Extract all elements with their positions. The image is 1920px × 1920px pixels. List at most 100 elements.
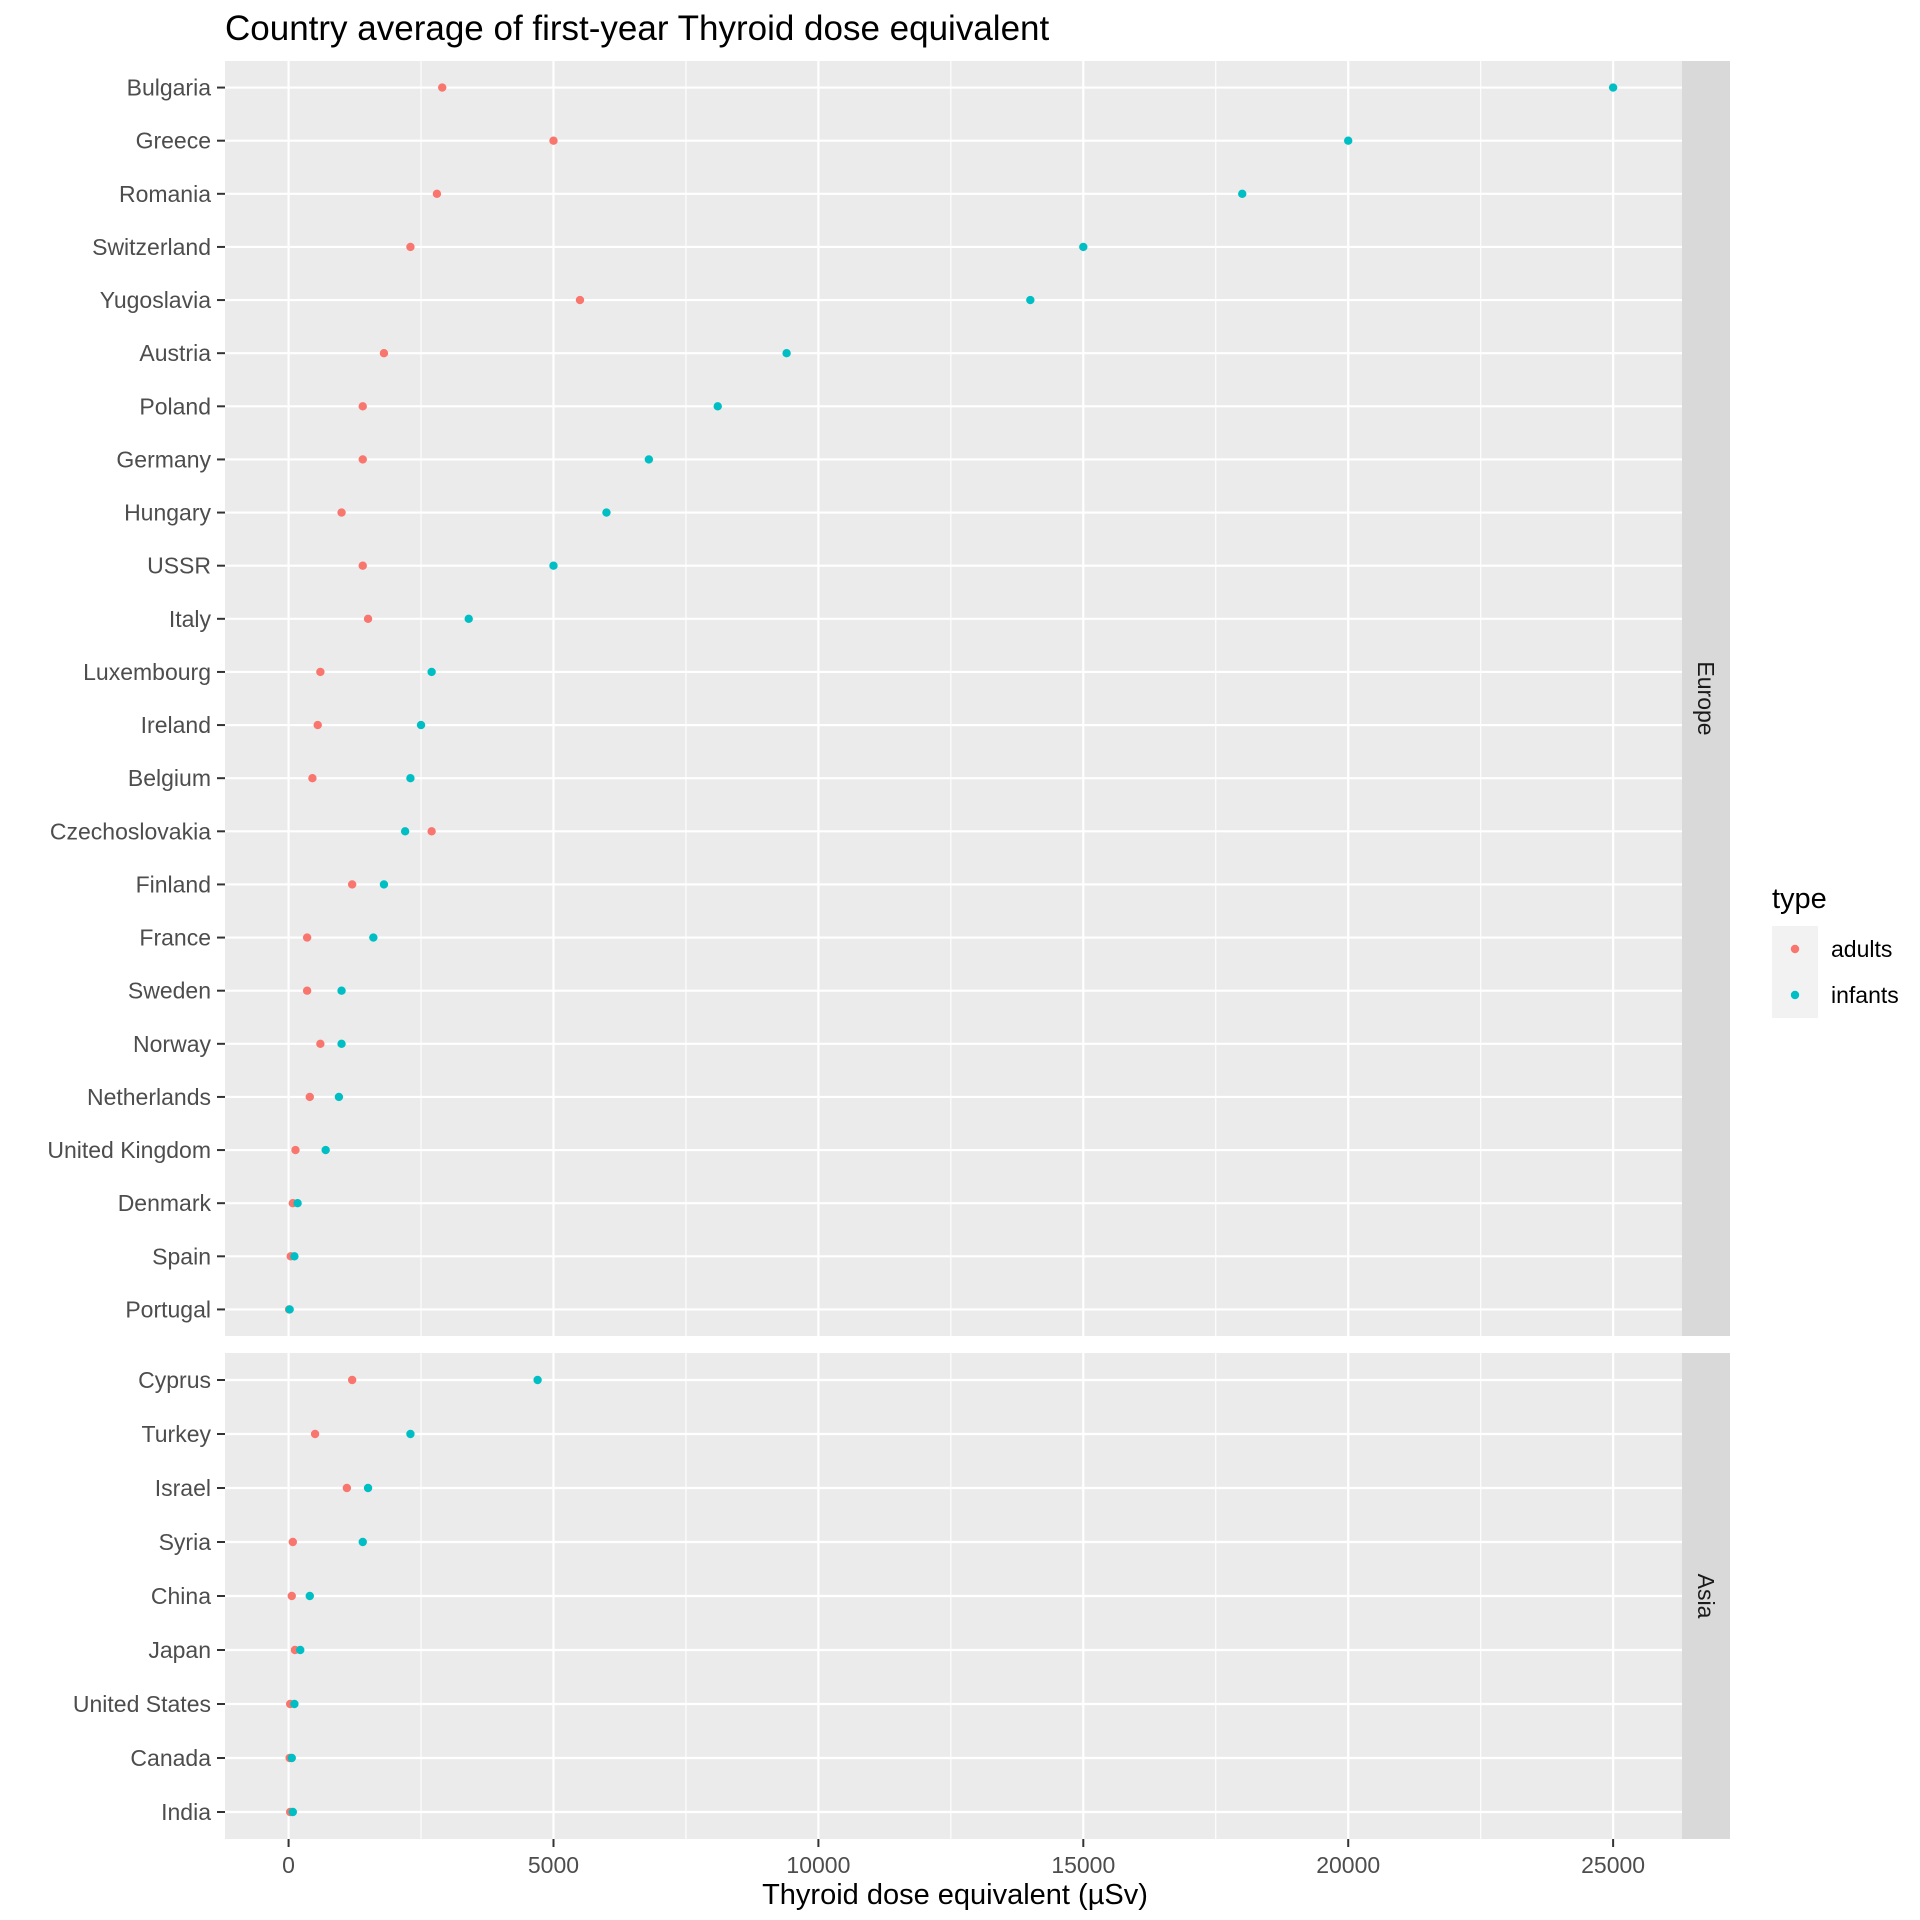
- point-infants: [406, 773, 415, 783]
- y-tick-label: Czechoslovakia: [50, 818, 211, 844]
- y-tick-label: India: [161, 1799, 211, 1825]
- chart-title: Country average of first-year Thyroid do…: [225, 9, 1050, 48]
- point-adults: [358, 402, 367, 411]
- y-tick-label: Poland: [139, 393, 211, 419]
- y-tick-label: Belgium: [128, 765, 211, 791]
- y-tick-label: USSR: [147, 553, 211, 579]
- point-infants: [549, 561, 558, 570]
- point-infants: [1608, 83, 1618, 92]
- point-adults: [432, 189, 442, 199]
- y-tick-label: Cyprus: [138, 1367, 211, 1393]
- point-infants: [379, 880, 389, 889]
- x-axis-title: Thyroid dose equivalent (µSv): [762, 1879, 1148, 1911]
- point-infants: [337, 986, 346, 995]
- point-infants: [305, 1591, 314, 1601]
- panel-background: [225, 61, 1682, 1336]
- point-infants: [1079, 242, 1088, 252]
- point-adults: [438, 83, 447, 92]
- legend-label: adults: [1831, 936, 1892, 962]
- y-tick-label: Luxembourg: [83, 659, 211, 685]
- point-adults: [337, 508, 346, 517]
- legend-label: infants: [1831, 982, 1899, 1008]
- point-infants: [288, 1807, 298, 1817]
- strip-label: Europe: [1693, 661, 1719, 735]
- strip-background: [1682, 61, 1730, 1336]
- point-adults: [313, 720, 322, 730]
- point-infants: [1238, 189, 1247, 199]
- x-tick-label: 10000: [786, 1852, 850, 1878]
- y-tick-label: Romania: [119, 181, 211, 207]
- point-adults: [302, 933, 312, 942]
- panel-asia: Cyprus Turkey Israel Syria China Japan United …: [73, 1353, 1730, 1839]
- point-adults: [406, 242, 415, 252]
- point-infants: [713, 402, 722, 411]
- point-infants: [644, 455, 654, 464]
- legend-marker-infants: [1790, 990, 1800, 1000]
- point-infants: [287, 1753, 296, 1763]
- point-adults: [342, 1483, 352, 1493]
- point-adults: [287, 1591, 296, 1601]
- x-tick-label: 25000: [1581, 1852, 1645, 1878]
- legend-title: type: [1772, 883, 1827, 915]
- y-tick-label: France: [139, 925, 211, 951]
- point-infants: [321, 1145, 330, 1155]
- y-tick-label: Bulgaria: [127, 75, 212, 101]
- strip-label: Asia: [1693, 1574, 1719, 1619]
- point-adults: [347, 880, 357, 889]
- point-infants: [334, 1092, 344, 1102]
- y-tick-label: Finland: [136, 871, 211, 897]
- point-infants: [363, 1483, 373, 1493]
- y-tick-label: Hungary: [124, 500, 211, 526]
- point-adults: [347, 1375, 357, 1385]
- legend: type adults infants: [1772, 883, 1899, 1018]
- x-tick-label: 15000: [1051, 1852, 1115, 1878]
- y-tick-label: Denmark: [118, 1190, 212, 1216]
- point-adults: [363, 614, 373, 624]
- y-tick-label: Canada: [130, 1745, 211, 1771]
- y-tick-label: Sweden: [128, 978, 211, 1004]
- point-adults: [316, 1039, 325, 1049]
- point-infants: [464, 614, 473, 624]
- point-adults: [549, 136, 558, 145]
- point-adults: [310, 1429, 320, 1439]
- point-infants: [293, 1198, 302, 1208]
- point-infants: [1344, 136, 1353, 145]
- y-tick-label: Norway: [133, 1031, 211, 1057]
- x-tick-label: 20000: [1316, 1852, 1380, 1878]
- x-tick-label: 0: [282, 1852, 295, 1878]
- point-infants: [406, 1429, 415, 1439]
- strip-background: [1682, 1353, 1730, 1839]
- y-tick-label: Austria: [139, 340, 211, 366]
- x-axis: 0 5000 10000 15000 20000 25000: [282, 1839, 1645, 1878]
- y-tick-label: Israel: [155, 1475, 211, 1501]
- point-adults: [302, 986, 312, 995]
- y-tick-label: Yugoslavia: [100, 287, 211, 313]
- y-tick-label: Netherlands: [87, 1084, 211, 1110]
- point-infants: [337, 1039, 346, 1049]
- point-infants: [285, 1305, 294, 1314]
- point-adults: [575, 295, 585, 305]
- panel-europe: Bulgaria Greece Romania Switzerland Yugoslav…: [47, 61, 1730, 1336]
- point-infants: [602, 508, 611, 517]
- y-tick-label: Portugal: [125, 1296, 211, 1322]
- point-infants: [1026, 295, 1035, 305]
- point-infants: [782, 348, 791, 358]
- point-infants: [400, 827, 410, 836]
- point-infants: [369, 933, 378, 942]
- point-infants: [296, 1645, 305, 1655]
- panels-layer: Bulgaria Greece Romania Switzerland Yugoslav…: [47, 61, 1730, 1839]
- y-tick-label: China: [151, 1583, 211, 1609]
- point-adults: [358, 561, 367, 570]
- y-tick-label: Ireland: [141, 712, 211, 738]
- legend-marker-adults: [1790, 944, 1800, 954]
- point-adults: [427, 827, 436, 836]
- y-tick-label: Spain: [152, 1243, 211, 1269]
- y-tick-label: Japan: [148, 1637, 211, 1663]
- y-tick-label: United States: [73, 1691, 211, 1717]
- y-tick-label: Germany: [116, 446, 211, 472]
- point-adults: [308, 773, 317, 783]
- x-tick-label: 5000: [528, 1852, 579, 1878]
- point-infants: [290, 1699, 299, 1709]
- point-infants: [358, 1537, 367, 1547]
